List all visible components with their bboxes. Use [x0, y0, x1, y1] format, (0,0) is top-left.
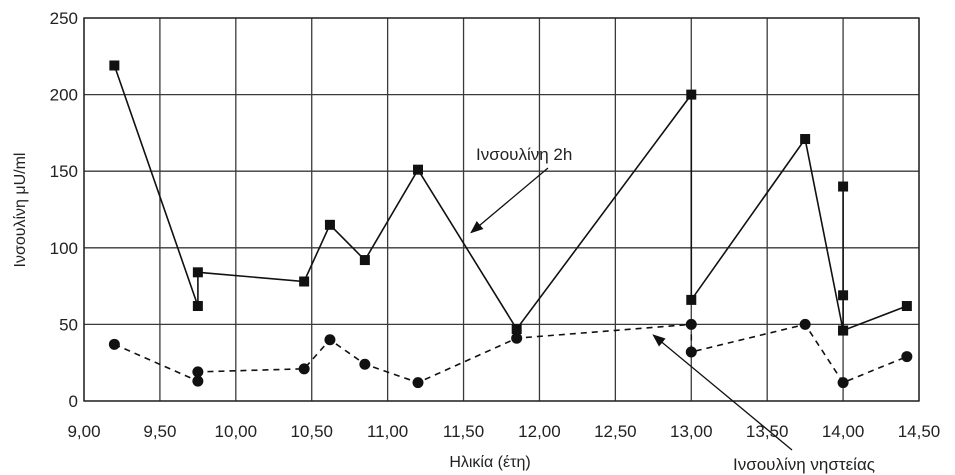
data-point-circle [685, 318, 697, 330]
data-point-circle [324, 334, 336, 346]
data-point-square [686, 294, 697, 305]
grid-lines [83, 17, 920, 402]
data-point-square [192, 301, 203, 312]
y-axis-label: Ινσουλίνη μU/ml [12, 153, 29, 268]
tick-labels: 9,00 9,50 10,00 10,50 11,00 11,50 12,00 12,50 13… [50, 9, 941, 441]
x-tick-label: 9,50 [143, 422, 176, 441]
x-tick-label: 10,50 [290, 422, 333, 441]
data-point-square [800, 134, 811, 145]
data-point-circle [192, 366, 204, 378]
x-tick-label: 12,00 [518, 422, 561, 441]
data-point-circle [901, 351, 913, 363]
annotation-insulin-2h: Ινσουλίνη 2h [476, 145, 572, 164]
y-tick-label: 0 [69, 392, 78, 411]
x-tick-label: 12,50 [594, 422, 637, 441]
series-line [114, 323, 908, 384]
x-tick-label: 13,00 [670, 422, 713, 441]
annotation-insulin-fasting: Ινσουλίνη νηστείας [733, 455, 875, 474]
series-layer [108, 60, 913, 389]
data-point-square [359, 255, 370, 266]
plot-frame [83, 17, 920, 402]
annotation-arrow [470, 167, 549, 234]
data-point-circle [511, 332, 523, 344]
series-line [113, 65, 908, 332]
annotation-arrow [652, 334, 793, 451]
x-tick-label: 9,00 [67, 422, 100, 441]
data-point-circle [359, 358, 371, 370]
data-point-circle [108, 338, 120, 350]
x-tick-label: 11,00 [367, 422, 408, 441]
data-point-square [686, 89, 697, 100]
x-tick-label: 11,50 [443, 422, 484, 441]
y-tick-label: 250 [50, 9, 78, 28]
data-point-square [299, 276, 310, 287]
x-tick-label: 13,50 [746, 422, 789, 441]
data-point-square [192, 267, 203, 278]
data-point-square [511, 323, 522, 334]
data-point-square [838, 181, 849, 192]
data-point-circle [685, 346, 697, 358]
data-point-square [901, 301, 912, 312]
x-tick-label: 14,50 [898, 422, 941, 441]
series-insulin-fasting [108, 318, 913, 389]
y-tick-label: 50 [59, 315, 78, 334]
data-point-circle [412, 377, 424, 389]
data-point-square [838, 290, 849, 301]
data-point-square [413, 164, 423, 175]
data-point-square [109, 60, 120, 71]
series-insulin-2h [109, 60, 912, 336]
data-point-circle [298, 363, 310, 375]
y-tick-label: 150 [50, 162, 78, 181]
data-point-square [838, 325, 849, 336]
x-tick-label: 10,00 [215, 422, 258, 441]
annotations: Ινσουλίνη 2h Ινσουλίνη νηστείας [470, 145, 875, 474]
data-point-circle [192, 375, 204, 387]
y-tick-label: 200 [50, 86, 78, 105]
x-tick-label: 14,00 [822, 422, 865, 441]
data-point-circle [799, 318, 811, 330]
y-tick-label: 100 [50, 239, 78, 258]
data-point-circle [837, 377, 849, 389]
data-point-square [324, 219, 335, 230]
x-axis-label: Ηλικία (έτη) [449, 454, 530, 471]
